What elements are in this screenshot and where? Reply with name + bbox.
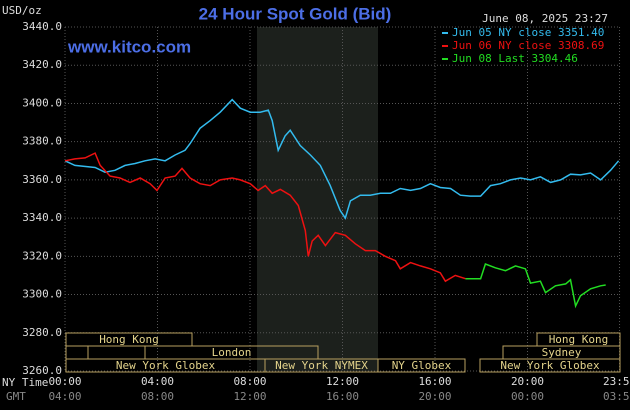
y-tick-label: 3260.0 (22, 364, 62, 377)
x-row-label: NY Time (2, 376, 48, 389)
gmt-tick-label: 08:00 (141, 390, 174, 403)
session-label: London (212, 346, 252, 359)
chart-title: 24 Hour Spot Gold (Bid) (199, 4, 392, 23)
x-tick-label: 08:00 (233, 375, 266, 388)
source: www.kitco.com (67, 37, 191, 56)
y-tick-label: 3380.0 (22, 135, 62, 148)
y-tick-label: 3440.0 (22, 20, 62, 33)
x-tick-label: 20:00 (511, 375, 544, 388)
session-label: Sydney (542, 346, 582, 359)
session-box (65, 345, 89, 360)
y-tick-label: 3280.0 (22, 326, 62, 339)
gmt-tick-label: 16:00 (326, 390, 359, 403)
timestamp: June 08, 2025 23:27 (482, 12, 608, 25)
session-box (536, 332, 621, 347)
x-tick-label: 04:00 (141, 375, 174, 388)
session-label: New York Globex (500, 359, 600, 372)
session-label: New York NYMEX (275, 359, 368, 372)
y-tick-label: 3300.0 (22, 288, 62, 301)
session-label: New York Globex (116, 359, 216, 372)
y-tick-label: 3340.0 (22, 211, 62, 224)
unit-label: USD/oz (2, 4, 42, 17)
series-line (64, 98, 620, 220)
session-box (65, 332, 193, 347)
session-label: Hong Kong (549, 333, 609, 346)
y-tick-label: 3360.0 (22, 173, 62, 186)
x-tick-label: 00:00 (48, 375, 81, 388)
x-row-label: GMT (6, 390, 26, 403)
y-tick-label: 3420.0 (22, 58, 62, 71)
gmt-tick-label: 00:00 (511, 390, 544, 403)
gmt-tick-label: 12:00 (233, 390, 266, 403)
gmt-tick-label: 20:00 (418, 390, 451, 403)
series-line (64, 152, 466, 283)
session-label: NY Globex (392, 359, 452, 372)
session-box (377, 358, 466, 373)
y-tick-label: 3320.0 (22, 249, 62, 262)
y-tick-label: 3400.0 (22, 96, 62, 109)
x-tick-label: 12:00 (326, 375, 359, 388)
x-tick-label: 23:59 (603, 375, 630, 388)
gmt-tick-label: 04:00 (48, 390, 81, 403)
legend-label: Jun 08 Last 3304.46 (452, 52, 578, 65)
gmt-tick-label: 03:59 (603, 390, 630, 403)
session-shade (257, 27, 378, 371)
series-line (465, 263, 606, 309)
legend-label: Jun 05 NY close 3351.40 (452, 26, 604, 39)
session-label: Hong Kong (99, 333, 159, 346)
x-tick-label: 16:00 (418, 375, 451, 388)
legend-label: Jun 06 NY close 3308.69 (452, 39, 604, 52)
